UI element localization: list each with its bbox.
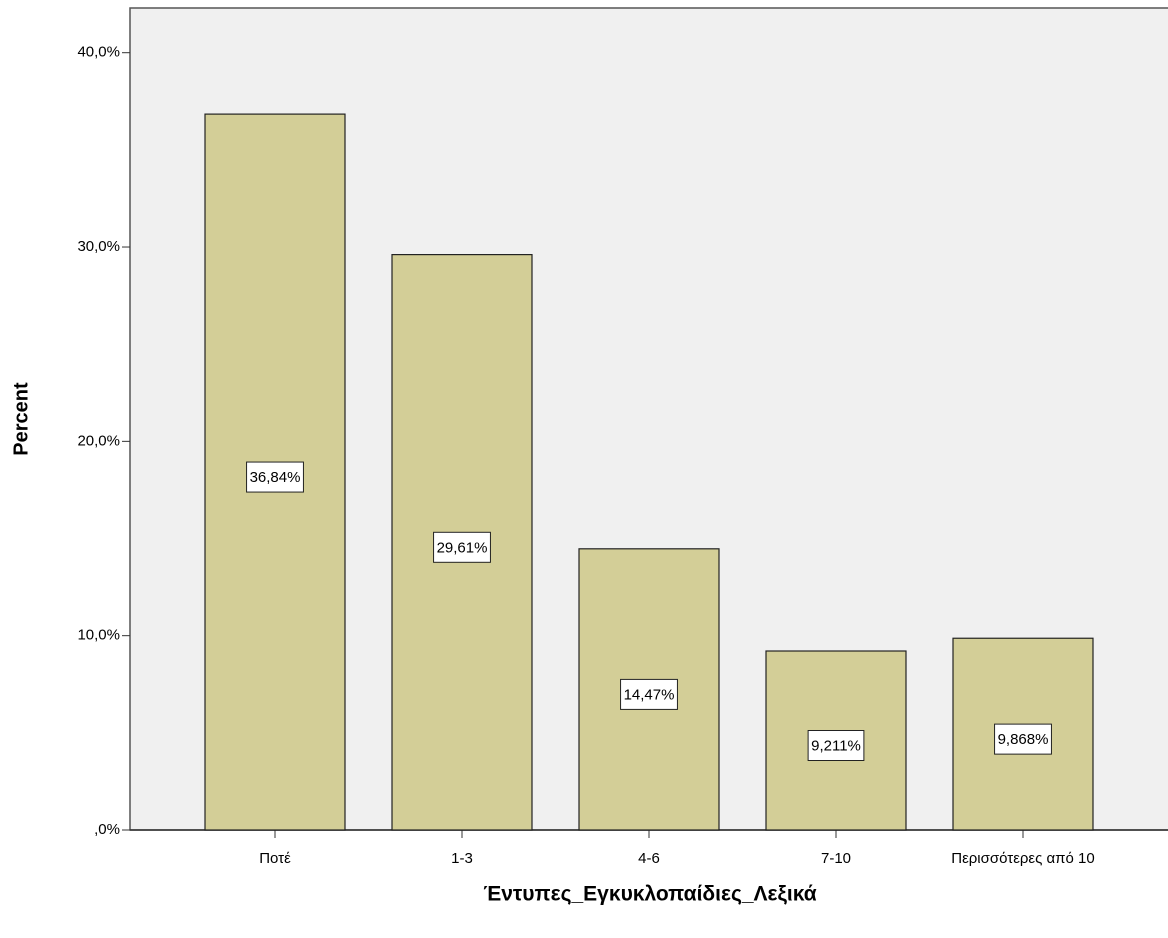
bar [391,254,533,831]
value-label-box [994,723,1052,755]
x-tick-label: Περισσότερες από 10 [951,850,1095,867]
value-label-box [620,678,678,710]
y-tick-label: 20,0% [77,432,120,449]
value-label-box [246,461,304,493]
x-tick-label: 7-10 [820,850,852,867]
value-label: 9,211% [811,737,861,754]
x-axis-title: Έντυπες_Εγκυκλοπαίδιες_Λεξικά [483,883,816,906]
value-label: 14,47% [624,686,675,703]
value-label-box [807,730,865,762]
value-label: 36,84% [250,469,301,486]
value-label: 29,61% [437,539,488,556]
value-label: 9,868% [998,731,1049,748]
value-label-box [433,531,491,563]
y-tick-label: ,0% [94,821,120,838]
x-tick-label: 1-3 [451,850,473,867]
y-axis-title: Percent [10,382,32,456]
y-tick-label: 30,0% [77,238,120,255]
y-tick-label: 40,0% [77,44,120,61]
x-tick-label: 4-6 [638,850,660,867]
y-tick-label: 10,0% [77,627,120,644]
x-tick-label: Ποτέ [259,850,291,867]
